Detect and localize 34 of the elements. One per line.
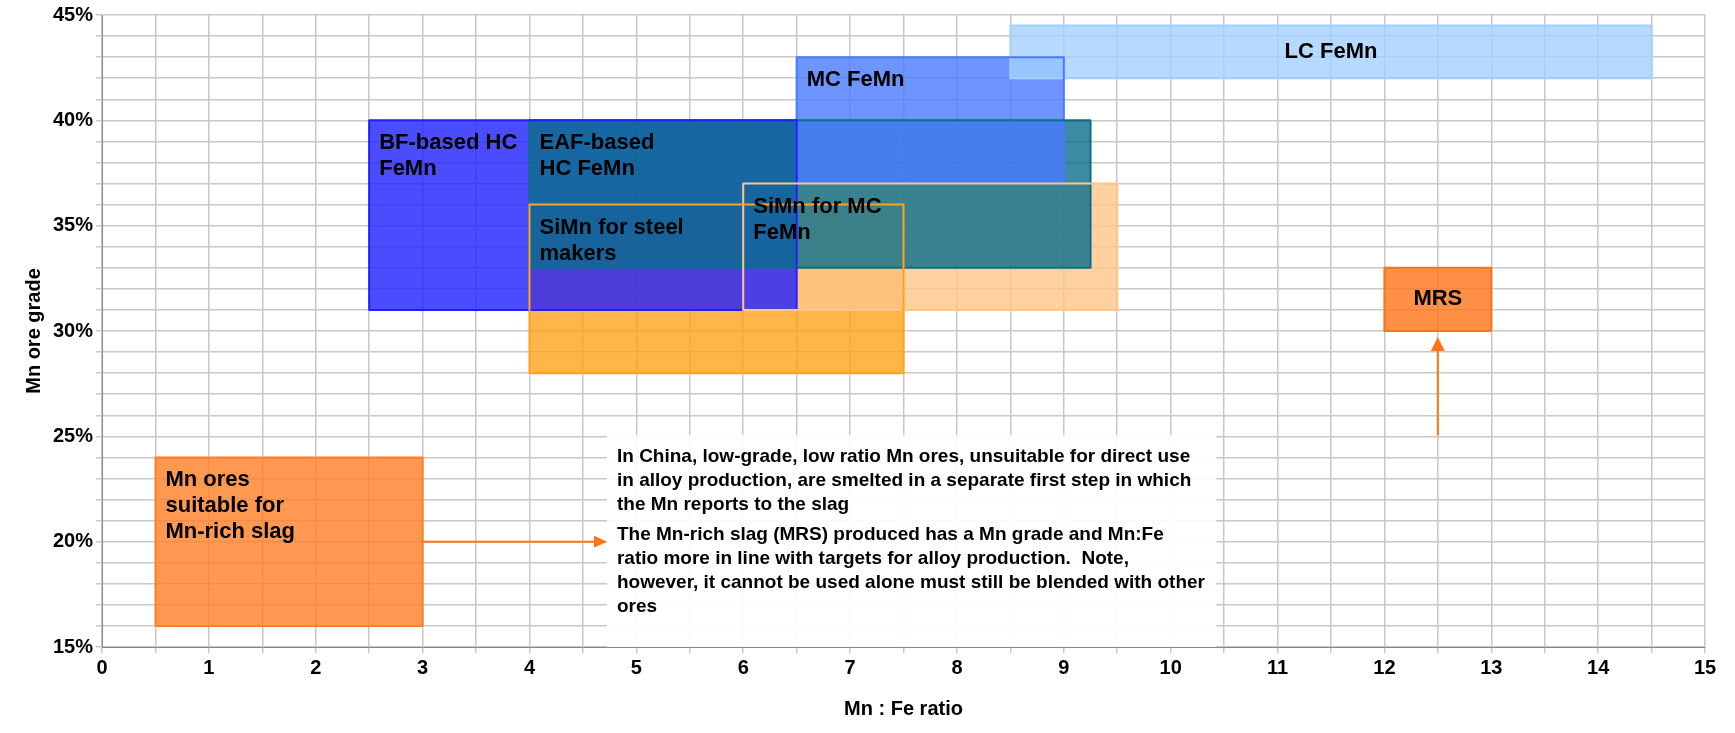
y-tick-label: 40% [53,107,94,130]
x-tick-label: 6 [737,655,749,678]
x-tick-label: 11 [1266,655,1289,678]
annotation: The Mn-rich slag (MRS) produced has a Mn grade and Mn:Fe ratio more in line with targets for alloy production. Note, however, it cannot be used alone must still be blended with other ores [616,523,1206,617]
x-tick-label: 15 [1693,655,1717,678]
x-tick-label: 10 [1159,655,1182,678]
y-axis-title: Mn ore grade [21,268,44,394]
x-tick-label: 5 [630,655,642,678]
x-tick-label: 8 [951,655,963,678]
series-label: BF-based HC FeMn [379,129,518,181]
y-tick-label: 20% [53,529,94,552]
x-tick-label: 9 [1058,655,1070,678]
x-tick-label: 13 [1480,655,1503,678]
y-tick-label: 30% [53,318,94,341]
y-tick-label: 35% [53,213,94,236]
x-tick-label: 4 [523,655,536,678]
series-label: Mn ores suitable for Mn-rich slag [165,466,296,544]
series-label: LC FeMn [1284,37,1378,63]
x-tick-label: 12 [1373,655,1396,678]
y-tick-label: 15% [53,634,94,657]
series-label: EAF-based HC FeMn [539,129,655,181]
series-label: MC FeMn [806,66,905,92]
y-tick-label: 45% [53,2,94,25]
series-label: SiMn for steel makers [539,213,684,265]
x-tick-label: 0 [96,655,108,678]
x-axis-title: Mn : Fe ratio [844,696,963,719]
annotation: In China, low-grade, low ratio Mn ores, unsuitable for direct use in alloy production, are smelted in a separate first step in which the Mn reports to the slag [616,445,1192,515]
x-tick-label: 2 [310,655,322,678]
y-tick-label: 25% [53,423,94,446]
x-tick-label: 7 [844,655,856,678]
x-tick-label: 3 [417,655,429,678]
x-tick-label: 1 [203,655,215,678]
series-label: MRS [1413,285,1463,311]
x-tick-label: 14 [1587,655,1611,678]
